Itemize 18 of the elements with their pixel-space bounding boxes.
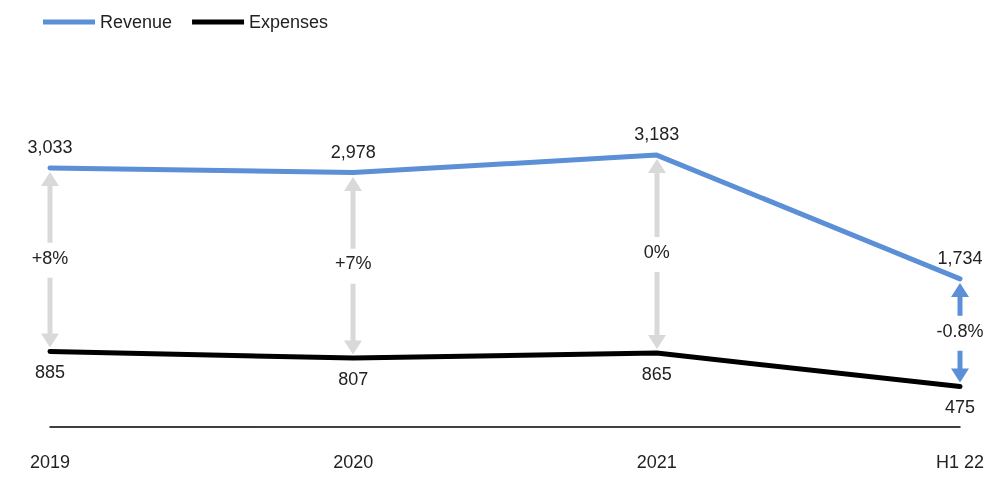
annotation: -0.8% <box>935 319 985 343</box>
data-label: 3,033 <box>27 136 73 157</box>
legend-label: Expenses <box>249 12 329 32</box>
data-label: 885 <box>34 362 66 383</box>
x-tick-label: 2019 <box>29 452 71 472</box>
x-tick-label: H1 22 <box>935 452 985 472</box>
data-label: 3,183 <box>634 124 680 145</box>
data-label: 807 <box>338 369 369 390</box>
data-label: 475 <box>944 397 976 418</box>
x-tick-label: 2021 <box>636 452 677 472</box>
annotation: +8% <box>30 246 70 270</box>
data-label: 2,978 <box>330 141 376 162</box>
annotation: 0% <box>642 241 671 265</box>
x-tick-label: 2020 <box>333 452 374 472</box>
annotation: +7% <box>334 252 373 276</box>
data-label: 865 <box>641 364 672 385</box>
data-label: 1,734 <box>937 247 983 268</box>
legend-label: Revenue <box>100 12 173 32</box>
